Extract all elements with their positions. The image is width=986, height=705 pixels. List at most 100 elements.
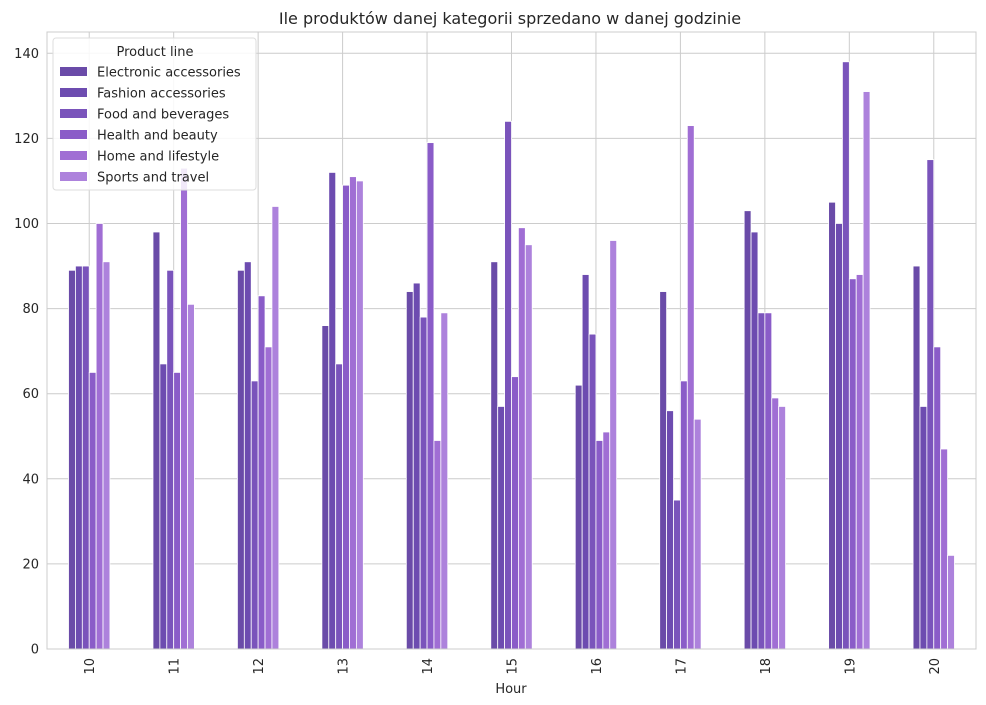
bar xyxy=(771,397,780,650)
bar xyxy=(666,410,674,650)
bar xyxy=(342,184,350,650)
x-tick-label: 10 xyxy=(83,658,98,675)
bar xyxy=(328,172,337,650)
bar xyxy=(490,261,499,650)
legend-label: Health and beauty xyxy=(97,129,218,144)
bar xyxy=(842,61,850,650)
x-tick-label: 13 xyxy=(337,658,352,675)
bar xyxy=(405,291,414,650)
bar xyxy=(595,440,604,650)
bar xyxy=(933,346,942,650)
bar xyxy=(95,223,104,650)
bar xyxy=(659,291,668,650)
bar xyxy=(680,380,688,650)
x-tick-label: 20 xyxy=(928,658,943,675)
bar xyxy=(81,265,90,650)
bar xyxy=(88,372,97,650)
bar xyxy=(673,499,681,650)
x-tick-label: 15 xyxy=(506,658,521,675)
bar xyxy=(828,201,836,650)
bar xyxy=(743,210,752,650)
y-tick-label: 40 xyxy=(22,472,39,487)
bar xyxy=(152,231,161,650)
legend-swatch xyxy=(60,109,87,118)
bar xyxy=(835,223,843,650)
bar xyxy=(940,448,948,650)
legend-label: Electronic accessories xyxy=(97,66,241,81)
bar xyxy=(257,295,266,650)
legend-swatch xyxy=(60,172,87,181)
x-tick-label: 18 xyxy=(759,658,774,675)
bar xyxy=(693,418,702,650)
legend-swatch xyxy=(60,88,87,97)
bar xyxy=(355,180,364,650)
bar xyxy=(497,406,506,650)
bar xyxy=(581,274,590,650)
bar xyxy=(271,206,280,650)
y-tick-label: 60 xyxy=(22,387,39,402)
y-tick-label: 100 xyxy=(14,217,39,232)
x-tick-label: 12 xyxy=(252,658,267,675)
bar xyxy=(426,142,435,650)
bar xyxy=(524,244,533,650)
bar xyxy=(187,303,195,650)
plot-frame xyxy=(46,31,977,650)
bar xyxy=(764,312,773,650)
x-tick-label: 19 xyxy=(843,658,858,675)
bar xyxy=(750,231,759,650)
bar xyxy=(574,384,583,650)
bar xyxy=(609,240,618,650)
bar xyxy=(166,269,175,650)
legend-swatch xyxy=(60,67,87,76)
bar xyxy=(321,325,330,650)
bar xyxy=(250,380,259,650)
bar xyxy=(237,269,245,650)
bar xyxy=(686,125,695,650)
x-tick-label: 11 xyxy=(168,658,183,675)
legend-items: Electronic accessories Fashion accessorie… xyxy=(60,66,241,186)
bar xyxy=(440,312,449,650)
x-tick-label: 17 xyxy=(674,658,689,675)
y-axis: 0 20 40 60 80 100 120 140 xyxy=(14,47,39,658)
bar xyxy=(180,167,188,650)
legend-box xyxy=(52,37,257,191)
legend-swatch xyxy=(60,130,87,139)
legend-swatch xyxy=(60,151,87,160)
bar xyxy=(778,406,786,650)
bar xyxy=(602,431,611,650)
bar xyxy=(518,227,526,650)
y-tick-label: 120 xyxy=(14,132,39,147)
bar xyxy=(349,176,357,650)
bar xyxy=(855,274,864,650)
bar xyxy=(926,159,935,650)
bars xyxy=(68,61,955,650)
bar xyxy=(947,554,955,650)
bar xyxy=(588,333,597,650)
y-tick-label: 0 xyxy=(31,643,39,658)
bar xyxy=(757,312,766,650)
bar xyxy=(419,316,428,650)
x-tick-label: 14 xyxy=(421,658,436,675)
x-axis-label: Hour xyxy=(495,682,527,697)
bar xyxy=(412,282,421,650)
bar xyxy=(919,406,928,650)
y-tick-label: 80 xyxy=(22,302,39,317)
x-tick-label: 16 xyxy=(590,658,605,675)
bar xyxy=(433,440,442,650)
bar xyxy=(264,346,273,650)
legend-label: Sports and travel xyxy=(97,171,209,186)
bar xyxy=(912,265,921,650)
bar xyxy=(862,91,871,650)
bar xyxy=(68,269,76,650)
bar xyxy=(75,265,83,650)
bar xyxy=(102,261,111,650)
legend-label: Home and lifestyle xyxy=(97,150,219,165)
chart-title: Ile produktów danej kategorii sprzedano … xyxy=(279,9,741,28)
bar xyxy=(243,261,252,650)
legend-label: Food and beverages xyxy=(97,108,229,123)
legend-label: Fashion accessories xyxy=(97,87,226,102)
legend-title: Product line xyxy=(117,45,194,60)
bar xyxy=(335,363,343,650)
y-tick-label: 20 xyxy=(22,557,39,572)
